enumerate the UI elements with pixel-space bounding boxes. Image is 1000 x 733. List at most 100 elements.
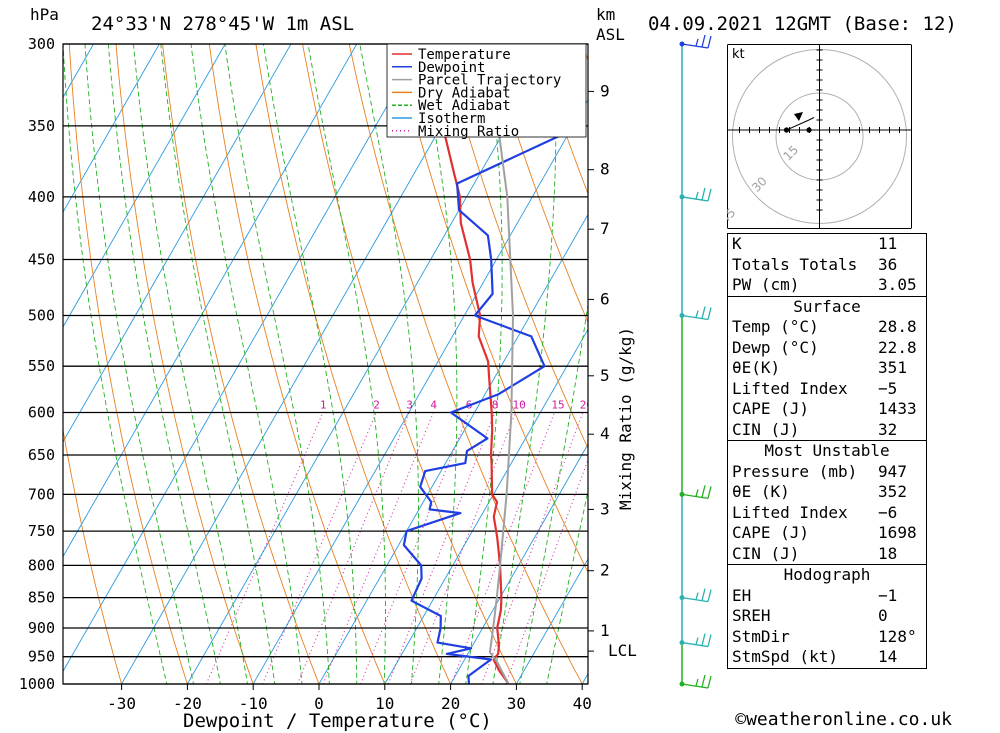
- temperature-tick-label: 40: [573, 694, 592, 713]
- surface-row: Temp (°C) 28.8: [728, 317, 927, 338]
- mixing-ratio-label: 4: [430, 399, 437, 412]
- wind-barb: [681, 485, 712, 500]
- wet-adiabat-line: [307, 44, 386, 684]
- temperature-tick-label: 10: [375, 694, 394, 713]
- most-unstable-row: CIN (J) 18: [728, 544, 927, 565]
- dry-adiabat-line: [488, 44, 588, 324]
- temperature-tick-label: 0: [314, 694, 324, 713]
- x-axis-title: Dewpoint / Temperature (°C): [183, 710, 492, 732]
- parcel-trajectory-line: [483, 44, 514, 684]
- dry-adiabat-line: [995, 0, 1000, 710]
- wind-barb: [681, 588, 712, 603]
- most-unstable-label: Lifted Index: [732, 502, 848, 522]
- surface-row: CIN (J) 32: [728, 420, 927, 441]
- isotherm-line: [63, 44, 292, 443]
- wind-barb-flag: [695, 191, 699, 200]
- watermark: ©weatheronline.co.uk: [735, 709, 952, 730]
- wet-adiabat-line: [160, 44, 276, 684]
- wind-barb-flag: [695, 310, 699, 318]
- wind-barb-flag: [707, 35, 712, 49]
- hodograph-stat-value: 128°: [878, 626, 917, 646]
- wind-barb-flag: [707, 589, 712, 602]
- index-label: PW (cm): [732, 275, 800, 294]
- hodograph-unit: kt: [732, 47, 745, 62]
- wind-barb-flag: [701, 306, 706, 319]
- temperature-tick-label: -10: [239, 694, 268, 713]
- most-unstable-label: Pressure (mb): [732, 461, 858, 481]
- pressure-tick-label: 600: [28, 404, 55, 422]
- hodograph-stat-label: StmDir: [732, 626, 790, 646]
- most-unstable-title: Most Unstable: [764, 441, 890, 460]
- legend-box: [386, 43, 587, 138]
- wind-barb-flag: [695, 637, 699, 645]
- surface-row: Lifted Index −5: [728, 379, 927, 400]
- mixing-ratio-label: 8: [492, 399, 499, 412]
- legend-item-label: Mixing Ratio: [418, 124, 519, 140]
- height-tick-label: 2: [600, 561, 610, 580]
- surface-label: CIN (J): [732, 419, 800, 439]
- isotherm-line: [450, 443, 588, 684]
- indices-group: K 11 Totals Totals 36 PW (cm) 3.05: [727, 233, 927, 296]
- wind-barb-flag: [695, 678, 699, 687]
- surface-value: −5: [878, 378, 898, 398]
- mixing-ratio-line: [450, 412, 555, 684]
- wind-barb-flag: [701, 485, 706, 498]
- most-unstable-value: 18: [878, 543, 898, 563]
- profile-series: [402, 44, 583, 684]
- pressure-tick-label: 450: [28, 251, 55, 269]
- wind-barb: [681, 34, 712, 49]
- index-label: K: [732, 234, 742, 253]
- pressure-tick-label: 900: [28, 619, 55, 637]
- hodograph-ring-label: 45: [727, 205, 738, 226]
- pressure-tick-label: 1000: [19, 675, 55, 693]
- hodograph-stat-row: EH −1: [728, 586, 927, 607]
- hodograph-stat-value: 14: [878, 647, 898, 666]
- wind-barb-flag: [707, 634, 712, 647]
- wet-adiabat-line: [107, 44, 221, 684]
- wind-barb: [681, 306, 712, 321]
- isotherm-line: [384, 328, 588, 684]
- height-tick-label: 4: [600, 424, 610, 443]
- wind-barb-flag: [695, 38, 699, 47]
- wind-barb-shaft: [681, 596, 709, 603]
- wind-barb-flag: [707, 486, 712, 499]
- temperature-line: [429, 44, 510, 684]
- most-unstable-value: −6: [878, 502, 898, 522]
- index-row: K 11: [728, 234, 927, 255]
- height-tick-label: 8: [600, 160, 610, 179]
- wind-barb-flag: [707, 675, 712, 689]
- most-unstable-label: CIN (J): [732, 543, 800, 563]
- wind-barb-flag: [707, 307, 712, 320]
- height-tick-label: 5: [600, 366, 610, 385]
- mixing-ratio-label: 2: [373, 399, 380, 412]
- legend-item-label: Wet Adiabat: [418, 98, 511, 114]
- most-unstable-row: θE (K) 352: [728, 482, 927, 503]
- surface-label: θE(K): [732, 358, 781, 377]
- wind-barb-shaft: [681, 493, 709, 500]
- surface-value: 28.8: [878, 317, 917, 336]
- wet-adiabat-line: [190, 44, 303, 684]
- index-value: 36: [878, 254, 898, 274]
- height-tick-label: 1: [600, 621, 610, 640]
- wind-barb-shaft: [681, 641, 709, 648]
- wind-barb-flag: [695, 592, 699, 600]
- storm-motion-marker: [794, 112, 803, 121]
- wind-point: [679, 313, 685, 318]
- mixing-ratio-label: 3: [406, 399, 413, 412]
- wind-barb-flag: [701, 34, 706, 48]
- hodograph-stat-row: StmSpd (kt) 14: [728, 647, 927, 668]
- mixing-ratio-label: 20: [580, 399, 593, 412]
- height-tick-label: 9: [600, 81, 610, 100]
- wind-point: [679, 595, 685, 601]
- height-tick-label: LCL: [608, 641, 637, 660]
- wind-barb: [681, 633, 712, 648]
- wind-barb-flag: [695, 489, 699, 497]
- y-axis-mixing-title: Mixing Ratio (g/kg): [616, 327, 635, 510]
- dry-adiabat-line: [115, 44, 254, 684]
- surface-value: 22.8: [878, 337, 917, 357]
- wind-barb: [681, 674, 712, 689]
- surface-group: Surface Temp (°C) 28.8 Dewp (°C) 22.8 θE(K) 3…: [727, 296, 927, 441]
- mixing-ratio-line: [505, 458, 588, 684]
